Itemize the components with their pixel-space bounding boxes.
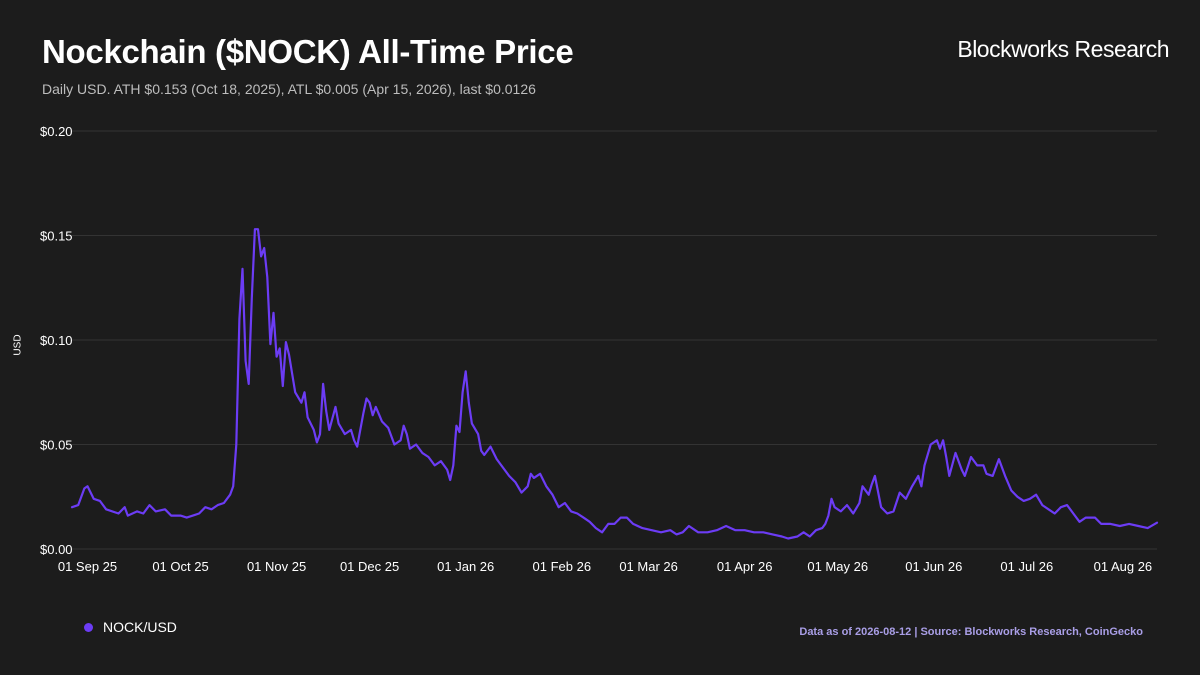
- y-tick-label: $0.05: [40, 438, 73, 453]
- chart-title: Nockchain ($NOCK) All-Time Price: [42, 33, 574, 70]
- y-tick-label: $0.15: [40, 229, 73, 244]
- chart-subtitle: Daily USD. ATH $0.153 (Oct 18, 2025), AT…: [42, 81, 536, 97]
- series-line-nock-usd: [70, 228, 1159, 540]
- data-source-note: Data as of 2026-08-12 | Source: Blockwor…: [799, 626, 1143, 638]
- x-tick-label: 01 Jun 26: [905, 559, 962, 574]
- x-tick-label: 01 Nov 25: [247, 559, 306, 574]
- x-tick-label: 01 Feb 26: [533, 559, 592, 574]
- x-tick-label: 01 Oct 25: [152, 559, 208, 574]
- x-tick-label: 01 Jul 26: [1000, 559, 1053, 574]
- x-tick-label: 01 Sep 25: [58, 559, 117, 574]
- x-tick-label: 01 Mar 26: [619, 559, 678, 574]
- y-tick-label: $0.20: [40, 124, 73, 139]
- legend-label: NOCK/USD: [103, 619, 177, 635]
- x-tick-label: 01 Dec 25: [340, 559, 399, 574]
- x-tick-label: 01 Apr 26: [717, 559, 773, 574]
- brand-logo-text: Blockworks Research: [957, 36, 1169, 62]
- x-tick-label: 01 May 26: [807, 559, 868, 574]
- y-tick-label: $0.10: [40, 333, 73, 348]
- x-tick-label: 01 Jan 26: [437, 559, 494, 574]
- legend: NOCK/USD: [84, 619, 177, 635]
- y-tick-label: $0.00: [40, 542, 73, 557]
- x-tick-label: 01 Aug 26: [1094, 559, 1153, 574]
- legend-marker: [84, 622, 93, 632]
